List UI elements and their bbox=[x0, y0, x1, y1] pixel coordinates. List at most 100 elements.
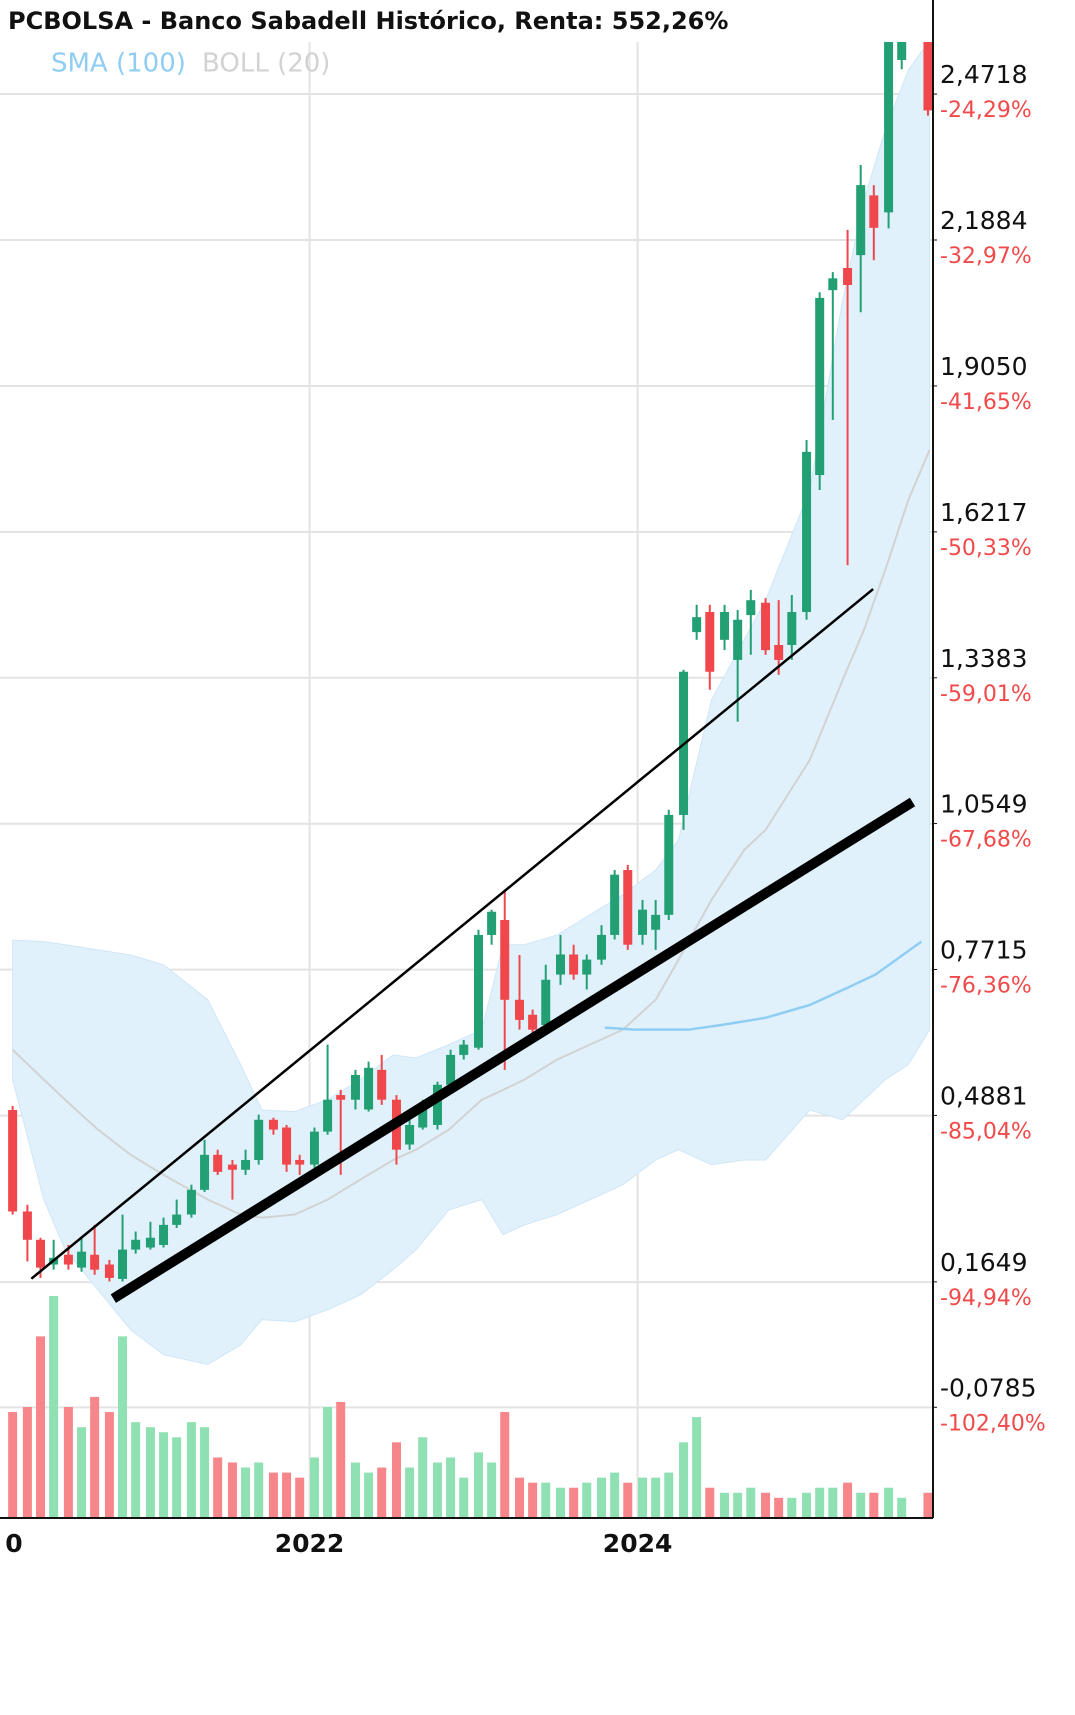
candle-body bbox=[487, 911, 497, 935]
volume-bar bbox=[227, 1462, 237, 1518]
volume-bar bbox=[49, 1296, 59, 1518]
y2-tick-label: -24,29% bbox=[940, 98, 1032, 123]
trend-line bbox=[30, 588, 874, 1280]
volume-bar bbox=[582, 1482, 592, 1518]
volume-bar bbox=[774, 1497, 784, 1518]
candle-body bbox=[500, 919, 510, 1000]
y2-tick-label: -50,33% bbox=[940, 536, 1032, 561]
volume-bar bbox=[22, 1407, 32, 1518]
volume-bar bbox=[487, 1462, 497, 1518]
candle-body bbox=[787, 612, 797, 645]
volume-bar bbox=[254, 1462, 264, 1518]
volume-bar bbox=[118, 1336, 128, 1518]
candle-body bbox=[692, 617, 702, 633]
candle-body bbox=[405, 1124, 415, 1145]
volume-bar bbox=[651, 1477, 661, 1518]
candle-body bbox=[651, 914, 661, 930]
volume-bar bbox=[377, 1467, 387, 1518]
candle-body bbox=[556, 954, 566, 975]
volume-bar bbox=[541, 1482, 551, 1518]
y-tick-label: 1,9050 bbox=[940, 352, 1027, 381]
volume-bar bbox=[897, 1497, 907, 1518]
candle-body bbox=[843, 268, 853, 286]
volume-bar bbox=[597, 1477, 607, 1518]
candle-body bbox=[36, 1239, 46, 1268]
candle-body bbox=[828, 278, 838, 291]
volume-bar bbox=[828, 1487, 838, 1518]
candle-body bbox=[22, 1211, 32, 1240]
candle-body bbox=[541, 979, 551, 1026]
x-tick-label: 0 bbox=[5, 1529, 22, 1558]
candle-body bbox=[761, 602, 771, 651]
volume-bar bbox=[446, 1457, 456, 1518]
y-tick-label: 2,4718 bbox=[940, 60, 1027, 89]
volume-bar bbox=[268, 1472, 278, 1518]
candle-body bbox=[432, 1084, 442, 1125]
candle-body bbox=[8, 1110, 18, 1212]
title-background bbox=[0, 0, 798, 42]
candle-body bbox=[145, 1237, 155, 1248]
volume-bar bbox=[213, 1457, 223, 1518]
candle-body bbox=[172, 1214, 182, 1225]
grid bbox=[0, 0, 933, 1518]
y-tick-label: 1,3383 bbox=[940, 644, 1027, 673]
bollinger-middle bbox=[11, 449, 931, 1219]
volume-bar bbox=[336, 1401, 346, 1518]
candle-body bbox=[869, 195, 879, 228]
volume-bar bbox=[241, 1467, 251, 1518]
candle-body bbox=[514, 999, 524, 1020]
candle-body bbox=[923, 42, 933, 111]
candle-body bbox=[569, 954, 579, 975]
x-tick-label: 2024 bbox=[603, 1529, 673, 1558]
candle-body bbox=[104, 1264, 114, 1278]
candle-body bbox=[418, 1109, 428, 1128]
volume-bar bbox=[90, 1396, 100, 1518]
volume-bar bbox=[350, 1462, 360, 1518]
volume-bar bbox=[815, 1487, 825, 1518]
candle-body bbox=[159, 1224, 169, 1245]
volume-bar bbox=[432, 1462, 442, 1518]
volume-bar bbox=[623, 1482, 633, 1518]
candle-body bbox=[200, 1154, 210, 1190]
volume-bar bbox=[692, 1417, 702, 1518]
volume-bar bbox=[145, 1427, 155, 1518]
candle-body bbox=[268, 1119, 278, 1130]
volume-bar bbox=[528, 1482, 538, 1518]
volume-bar bbox=[104, 1412, 114, 1518]
candle-body bbox=[884, 42, 894, 213]
volume-bar bbox=[733, 1492, 743, 1518]
volume-bar bbox=[843, 1482, 853, 1518]
y-tick-label: 0,4881 bbox=[940, 1082, 1027, 1111]
candle-body bbox=[528, 1014, 538, 1030]
legend-sma: SMA (100) bbox=[51, 49, 186, 79]
volume-bar bbox=[295, 1477, 305, 1518]
candle-body bbox=[664, 814, 674, 915]
candle-body bbox=[350, 1075, 360, 1100]
volume-bar bbox=[309, 1457, 319, 1518]
volume-bar bbox=[282, 1472, 292, 1518]
candle-body bbox=[118, 1249, 128, 1279]
candle-body bbox=[336, 1095, 346, 1100]
candle-body bbox=[720, 612, 730, 640]
candle-body bbox=[446, 1054, 456, 1085]
y2-tick-label: -67,68% bbox=[940, 828, 1032, 853]
candle-body bbox=[254, 1119, 264, 1160]
candle-body bbox=[309, 1131, 319, 1165]
y-tick-label: 2,1884 bbox=[940, 206, 1027, 235]
candle-body bbox=[473, 934, 483, 1048]
volume-bar bbox=[610, 1472, 620, 1518]
candle-body bbox=[897, 42, 907, 60]
trend-line bbox=[110, 797, 916, 1303]
volume-bar bbox=[705, 1487, 715, 1518]
volume-bar bbox=[923, 1492, 933, 1518]
volume-bar bbox=[856, 1492, 866, 1518]
y2-tick-label: -41,65% bbox=[940, 390, 1032, 415]
volume-bar bbox=[869, 1492, 879, 1518]
axes: 2,4718 2,1884 1,9050 1,6217 1,3383 1,0549 0,77… bbox=[0, 0, 1046, 1558]
volume-bar bbox=[761, 1492, 771, 1518]
volume-bar bbox=[77, 1427, 87, 1518]
candle-body bbox=[597, 934, 607, 960]
candle-body bbox=[459, 1044, 469, 1055]
y2-tick-label: -94,94% bbox=[940, 1286, 1032, 1311]
volume-bar bbox=[405, 1467, 415, 1518]
